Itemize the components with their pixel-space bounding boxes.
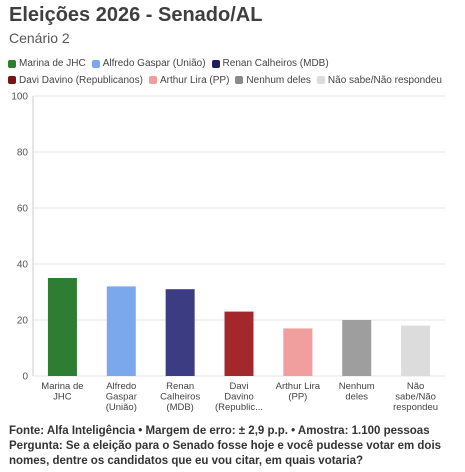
legend-item: Não sabe/Não respondeu	[316, 73, 442, 88]
x-tick-label-line: Calheiros	[160, 392, 200, 403]
x-tick-label-line: Davi	[229, 381, 248, 392]
x-tick-label-line: (União)	[106, 402, 137, 413]
y-tick-label: 100	[11, 92, 28, 103]
legend-label: Nenhum deles	[246, 74, 311, 86]
x-tick-label-line: Alfredo	[106, 381, 136, 392]
x-tick-label: Nenhum deles	[339, 381, 375, 403]
x-tick-label-line: (PP)	[288, 392, 307, 403]
legend-swatch	[91, 59, 100, 68]
x-tick-label-line: Não	[407, 381, 424, 392]
y-tick-label: 0	[22, 372, 28, 383]
legend-item: Alfredo Gaspar (União)	[91, 56, 206, 71]
x-tick-label-line: Nenhum	[339, 381, 375, 392]
bar	[283, 328, 313, 376]
x-tick-label-line: Renan	[166, 381, 194, 392]
legend-item: Marina de JHC	[8, 56, 86, 71]
x-tick-label: Marina de JHC	[41, 381, 83, 403]
question-note: Pergunta: Se a eleição para o Senado fos…	[9, 440, 442, 467]
chart-footer: Fonte: Alfa Inteligência • Margem de err…	[9, 424, 461, 469]
y-tick-label: 60	[17, 204, 29, 215]
x-tick-label-line: (MDB)	[166, 402, 193, 413]
legend-label: Renan Calheiros (MDB)	[222, 58, 329, 69]
legend-swatch	[148, 76, 157, 84]
legend-swatch	[8, 76, 16, 84]
legend-item: Davi Davino (Republicanos)	[8, 73, 143, 88]
bar	[106, 286, 136, 376]
bar	[224, 311, 254, 376]
x-tick-label-line: (Republic...	[215, 402, 263, 413]
x-tick-label: Davi Davino (Republic...	[215, 381, 263, 413]
chart-subtitle: Cenário 2	[9, 30, 70, 46]
legend-item: Arthur Lira (PP)	[148, 73, 230, 88]
y-tick-label: 20	[17, 316, 29, 327]
x-tick-label: Arthur Lira (PP)	[276, 381, 321, 403]
bar-chart: 0 20 40 60 80 100 Marina de JHC Alfredo Gaspar (Un…	[11, 92, 445, 413]
legend-item: Renan Calheiros (MDB)	[211, 56, 329, 71]
legend-label: Davi Davino (Republicanos)	[19, 74, 143, 86]
legend-label: Marina de JHC	[19, 58, 86, 69]
legend-swatch	[8, 59, 16, 68]
chart-legend: Marina de JHC Alfredo Gaspar (União) Renan…	[8, 56, 458, 89]
x-tick-label-line: sabe/Não	[395, 392, 436, 403]
legend-swatch	[211, 59, 220, 68]
x-tick-label-line: deles	[345, 392, 368, 403]
bar	[165, 289, 195, 376]
legend-label: Arthur Lira (PP)	[159, 74, 230, 86]
bar	[342, 320, 372, 376]
x-tick-label-line: JHC	[53, 392, 72, 403]
x-tick-label: Renan Calheiros (MDB)	[160, 381, 200, 413]
x-tick-label: Alfredo Gaspar (União)	[106, 381, 137, 413]
chart-title: Eleições 2026 - Senado/AL	[9, 4, 263, 26]
legend-item: Nenhum deles	[235, 73, 311, 88]
x-tick-label-line: Arthur Lira	[276, 381, 321, 392]
legend-label: Alfredo Gaspar (União)	[102, 58, 206, 69]
legend-swatch	[316, 76, 325, 84]
x-tick-label-line: Gaspar	[106, 392, 137, 403]
bar	[47, 278, 77, 376]
x-tick-label-line: Marina de	[41, 381, 83, 392]
x-tick-label-line: respondeu	[393, 402, 438, 413]
bar	[401, 325, 431, 376]
y-tick-label: 40	[17, 260, 29, 271]
x-tick-label: Não sabe/Não respondeu	[393, 381, 438, 413]
y-tick-label: 80	[17, 148, 29, 159]
legend-label: Não sabe/Não respondeu	[327, 74, 442, 86]
x-tick-label-line: Davino	[224, 392, 254, 403]
legend-swatch	[235, 76, 244, 84]
source-note: Fonte: Alfa Inteligência • Margem de err…	[9, 425, 430, 437]
